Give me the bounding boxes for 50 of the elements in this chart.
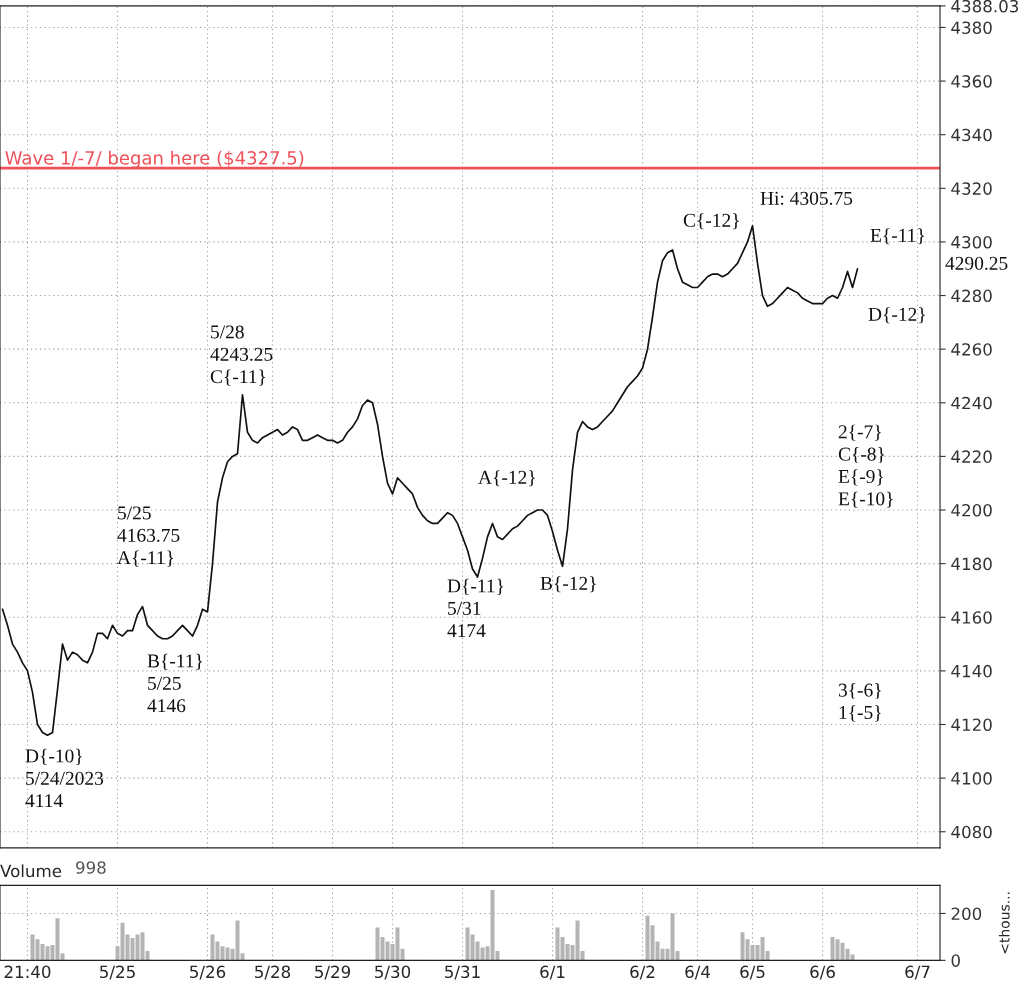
- x-tick-label: 6/7: [905, 965, 930, 980]
- y-tick-label: 4340: [951, 128, 992, 142]
- annotation: D{-11} 5/31 4174: [447, 578, 504, 638]
- y-tick-label: 4280: [951, 289, 992, 303]
- x-tick-label: 6/5: [740, 965, 765, 980]
- y-tick-label: 4140: [951, 664, 992, 678]
- text: 4290.25: [945, 256, 1008, 270]
- y-tick-label: 4240: [951, 396, 992, 410]
- annotation: 5/28 4243.25 C{-11}: [210, 325, 273, 386]
- annotation: D{-10} 5/24/2023 4114: [25, 748, 104, 808]
- x-tick-label: 5/29: [315, 965, 351, 980]
- chart-title: Volume: [0, 864, 62, 878]
- y-tick-label: 200: [951, 907, 982, 921]
- x-tick-label: 5/30: [375, 965, 411, 980]
- annotation: 5/25 4163.75 A{-11}: [117, 506, 180, 567]
- x-tick-label: 5/31: [445, 965, 480, 980]
- annotation: E{-11}: [870, 228, 924, 245]
- text: 998: [76, 861, 106, 874]
- y-tick-label: 4380: [951, 21, 992, 35]
- y-tick-label: 0: [951, 954, 960, 967]
- y-tick-label: 4200: [951, 503, 992, 517]
- y-axis-title: <thous...: [998, 892, 1010, 954]
- annotation: 3{-6} 1{-5}: [838, 683, 881, 722]
- annotation: D{-12}: [868, 307, 925, 324]
- annotation: A{-12}: [478, 470, 535, 487]
- annotation: C{-12}: [683, 213, 739, 230]
- x-tick-label: 6/6: [810, 965, 835, 980]
- x-tick-label: 6/2: [630, 965, 655, 980]
- y-tick-label: 4320: [951, 182, 992, 195]
- y-tick-label: 4080: [951, 825, 992, 839]
- x-tick-label: 5/25: [100, 965, 135, 980]
- annotation: 2{-7} C{-8} E{-9} E{-10}: [838, 424, 893, 508]
- x-tick-label: 21:40: [4, 965, 51, 979]
- y-tick-label: 4300: [951, 235, 992, 249]
- annotation: B{-12}: [540, 576, 596, 593]
- y-tick-label: 4220: [951, 450, 992, 463]
- y-tick-label: 4100: [951, 772, 992, 785]
- x-tick-label: 6/1: [540, 965, 565, 980]
- x-tick-label: 5/26: [190, 965, 226, 980]
- ref-line-label: Wave 1/-7/ began here ($4327.5): [5, 150, 304, 169]
- y-tick-label: 4360: [951, 75, 992, 88]
- annotation: Hi: 4305.75: [760, 191, 853, 205]
- y-tick-label: 4260: [951, 343, 992, 356]
- y-tick-label: 4160: [951, 611, 992, 624]
- x-tick-label: 5/28: [255, 965, 291, 980]
- y-tick-label: 4180: [951, 557, 992, 571]
- x-tick-label: 6/4: [685, 965, 710, 980]
- annotation: B{-11} 5/25 4146: [147, 653, 203, 713]
- y-tick-label: 4120: [951, 718, 992, 732]
- y-tick-label: 4388.03: [951, 0, 1019, 13]
